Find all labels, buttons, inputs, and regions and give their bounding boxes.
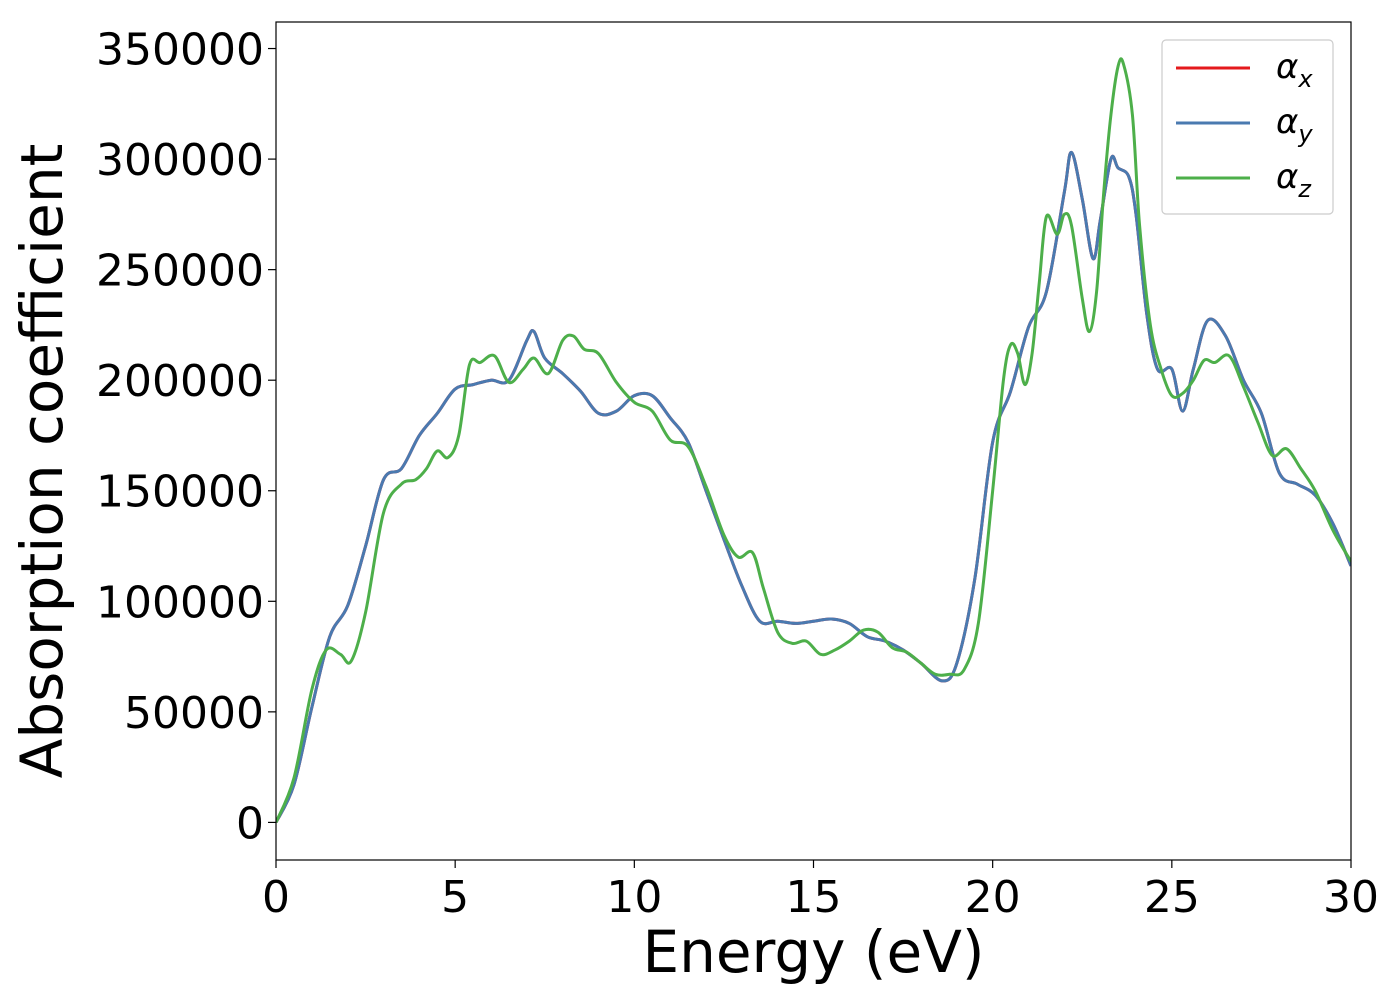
legend-symbol: α [1276, 102, 1298, 142]
legend-symbol: α [1276, 47, 1298, 87]
x-axis-ticks: 0 5 10 15 20 25 30 [262, 860, 1379, 923]
y-tick-label: 0 [236, 798, 264, 849]
legend-subscript: z [1297, 175, 1312, 203]
x-tick-label: 30 [1323, 872, 1379, 923]
legend-subscript: y [1297, 120, 1313, 148]
y-tick-label: 200000 [96, 356, 264, 407]
series-line-alpha-x [276, 150, 1351, 824]
legend-box [1161, 39, 1334, 215]
y-tick-label: 350000 [96, 25, 264, 76]
legend-label-alpha-y: αy [1276, 102, 1313, 148]
y-tick-label: 150000 [96, 467, 264, 518]
x-tick-label: 15 [786, 872, 842, 923]
x-tick-label: 10 [606, 872, 662, 923]
legend-symbol: α [1276, 157, 1298, 197]
legend-label-alpha-z: αz [1276, 157, 1312, 203]
y-tick-label: 300000 [96, 135, 264, 186]
legend-label-alpha-x: αx [1276, 47, 1313, 93]
y-axis-title: Absorption coefficient [8, 144, 76, 779]
series-line-alpha-y [276, 150, 1351, 824]
series-line-alpha-z [276, 57, 1351, 823]
x-axis-title: Energy (eV) [642, 918, 984, 986]
y-axis-ticks: 0 50000 100000 150000 200000 250000 300000 3500… [96, 25, 276, 849]
y-tick-label: 50000 [124, 688, 264, 739]
y-tick-label: 250000 [96, 246, 264, 297]
x-tick-label: 5 [441, 872, 469, 923]
x-tick-label: 20 [965, 872, 1021, 923]
x-tick-label: 25 [1144, 872, 1200, 923]
x-tick-label: 0 [262, 872, 290, 923]
y-tick-label: 100000 [96, 577, 264, 628]
series-layer [276, 57, 1351, 824]
legend-subscript: x [1297, 65, 1313, 93]
